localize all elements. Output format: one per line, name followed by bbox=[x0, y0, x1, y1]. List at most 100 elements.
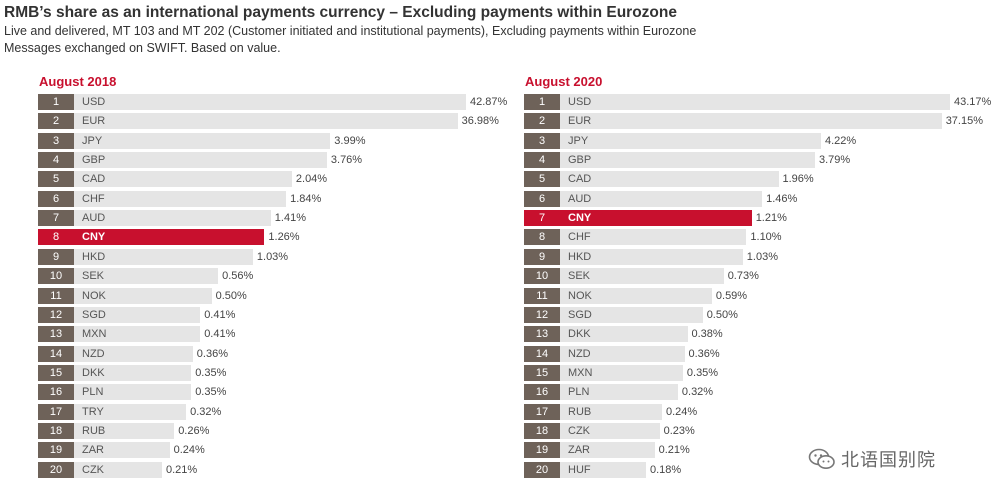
bar-zar: ZAR bbox=[560, 442, 655, 459]
bar-row-nzd: 14 NZD 0.36% bbox=[38, 345, 228, 362]
bar-row-mxn: 15 MXN 0.35% bbox=[524, 364, 719, 381]
bar-row-cad: 5 CAD 2.04% bbox=[38, 171, 328, 188]
currency-label: GBP bbox=[82, 154, 106, 167]
currency-label: HKD bbox=[82, 250, 106, 263]
rank-label: 6 bbox=[524, 190, 560, 207]
bar-row-jpy: 3 JPY 4.22% bbox=[524, 132, 857, 149]
value-label: 1.26% bbox=[268, 231, 300, 244]
bar-mxn: MXN bbox=[560, 364, 683, 381]
value-label: 0.73% bbox=[727, 270, 759, 283]
rank-label: 17 bbox=[38, 403, 74, 420]
value-label: 0.26% bbox=[178, 424, 210, 437]
bar-cny: CNY bbox=[74, 229, 265, 246]
currency-label: ZAR bbox=[82, 444, 104, 457]
currency-label: MXN bbox=[568, 366, 593, 379]
bar-row-nok: 11 NOK 0.59% bbox=[524, 287, 748, 304]
bar-row-dkk: 13 DKK 0.38% bbox=[524, 326, 723, 343]
rank-label: 10 bbox=[38, 268, 74, 285]
rank-label: 13 bbox=[524, 326, 560, 343]
currency-label: USD bbox=[82, 96, 106, 108]
bar-dkk: DKK bbox=[560, 326, 688, 343]
value-label: 42.87% bbox=[470, 96, 508, 108]
rank-label: 19 bbox=[524, 442, 560, 459]
value-label: 0.59% bbox=[715, 289, 748, 302]
value-label: 2.04% bbox=[295, 173, 328, 186]
currency-label: JPY bbox=[82, 134, 103, 147]
subtitle-line-1: Live and delivered, MT 103 and MT 202 (C… bbox=[4, 24, 697, 38]
bar-row-sgd: 12 SGD 0.50% bbox=[524, 306, 738, 323]
value-label: 0.50% bbox=[706, 308, 738, 321]
bar-row-czk: 20 CZK 0.21% bbox=[38, 461, 197, 478]
bar-row-usd: 1 USD 42.87% bbox=[38, 94, 507, 110]
rank-label: 16 bbox=[524, 384, 560, 401]
watermark-text: 北语国别院 bbox=[841, 450, 936, 470]
currency-label: NOK bbox=[568, 289, 592, 302]
bar-row-cny: 8 CNY 1.26% bbox=[38, 229, 300, 246]
currency-label: CHF bbox=[568, 231, 591, 244]
bar-rub: RUB bbox=[560, 403, 662, 420]
value-label: 0.35% bbox=[686, 366, 719, 379]
value-label: 0.24% bbox=[666, 405, 698, 418]
rank-label: 17 bbox=[524, 403, 560, 420]
value-label: 4.22% bbox=[825, 134, 857, 147]
rank-label: 14 bbox=[524, 345, 560, 362]
currency-label: SEK bbox=[568, 270, 591, 283]
bar-pln: PLN bbox=[560, 384, 678, 401]
chart-title: RMB’s share as an international payments… bbox=[4, 4, 677, 21]
bar-row-nzd: 14 NZD 0.36% bbox=[524, 345, 720, 362]
bar-eur: EUR bbox=[74, 113, 458, 130]
bar-sgd: SGD bbox=[560, 306, 703, 323]
bar-try: TRY bbox=[74, 403, 187, 420]
value-label: 1.46% bbox=[766, 192, 798, 205]
bar-usd: USD bbox=[74, 94, 466, 110]
rank-label: 9 bbox=[38, 248, 74, 265]
currency-label: AUD bbox=[82, 212, 106, 225]
bar-row-huf: 20 HUF 0.18% bbox=[524, 461, 681, 478]
bar-row-zar: 19 ZAR 0.21% bbox=[524, 442, 690, 459]
bar-row-aud: 7 AUD 1.41% bbox=[38, 210, 306, 227]
rank-label: 10 bbox=[524, 268, 560, 285]
bar-row-gbp: 4 GBP 3.76% bbox=[38, 152, 362, 169]
bar-sek: SEK bbox=[560, 268, 724, 285]
watermark: 北语国别院 bbox=[808, 446, 936, 472]
bar-row-eur: 2 EUR 36.98% bbox=[38, 113, 499, 130]
value-label: 0.41% bbox=[204, 308, 236, 321]
rank-label: 20 bbox=[524, 461, 560, 478]
rank-label: 3 bbox=[524, 132, 560, 149]
value-label: 0.38% bbox=[691, 328, 723, 341]
rank-label: 11 bbox=[524, 287, 560, 304]
bar-czk: CZK bbox=[560, 422, 660, 439]
panel-title: August 2020 bbox=[525, 74, 603, 89]
currency-label: NOK bbox=[82, 289, 106, 302]
value-label: 1.21% bbox=[755, 212, 787, 225]
bar-row-dkk: 15 DKK 0.35% bbox=[38, 364, 226, 381]
bar-row-mxn: 13 MXN 0.41% bbox=[38, 326, 235, 343]
currency-label: SGD bbox=[568, 308, 592, 321]
currency-label: DKK bbox=[82, 366, 105, 379]
rank-label: 3 bbox=[38, 132, 74, 149]
bar-nok: NOK bbox=[74, 287, 212, 304]
value-label: 3.79% bbox=[819, 154, 851, 167]
bar-hkd: HKD bbox=[560, 248, 743, 265]
bar-row-cny: 7 CNY 1.21% bbox=[524, 210, 787, 227]
currency-label: PLN bbox=[82, 386, 104, 399]
rank-label: 13 bbox=[38, 326, 74, 343]
value-label: 36.98% bbox=[461, 115, 499, 128]
value-label: 3.99% bbox=[334, 134, 366, 147]
value-label: 1.41% bbox=[274, 212, 306, 225]
currency-label: CAD bbox=[82, 173, 106, 186]
currency-label: TRY bbox=[82, 405, 104, 418]
rank-label: 12 bbox=[38, 306, 74, 323]
rank-label: 15 bbox=[524, 364, 560, 381]
value-label: 0.36% bbox=[688, 347, 720, 360]
rank-label: 16 bbox=[38, 384, 74, 401]
currency-label: EUR bbox=[82, 115, 106, 128]
value-label: 1.03% bbox=[746, 250, 778, 263]
currency-label: HKD bbox=[568, 250, 592, 263]
rank-label: 19 bbox=[38, 442, 74, 459]
currency-label: NZD bbox=[568, 347, 591, 360]
currency-label: JPY bbox=[568, 134, 589, 147]
bar-aud: AUD bbox=[74, 210, 271, 227]
bar-usd: USD bbox=[560, 94, 950, 110]
currency-label: ZAR bbox=[568, 444, 590, 457]
